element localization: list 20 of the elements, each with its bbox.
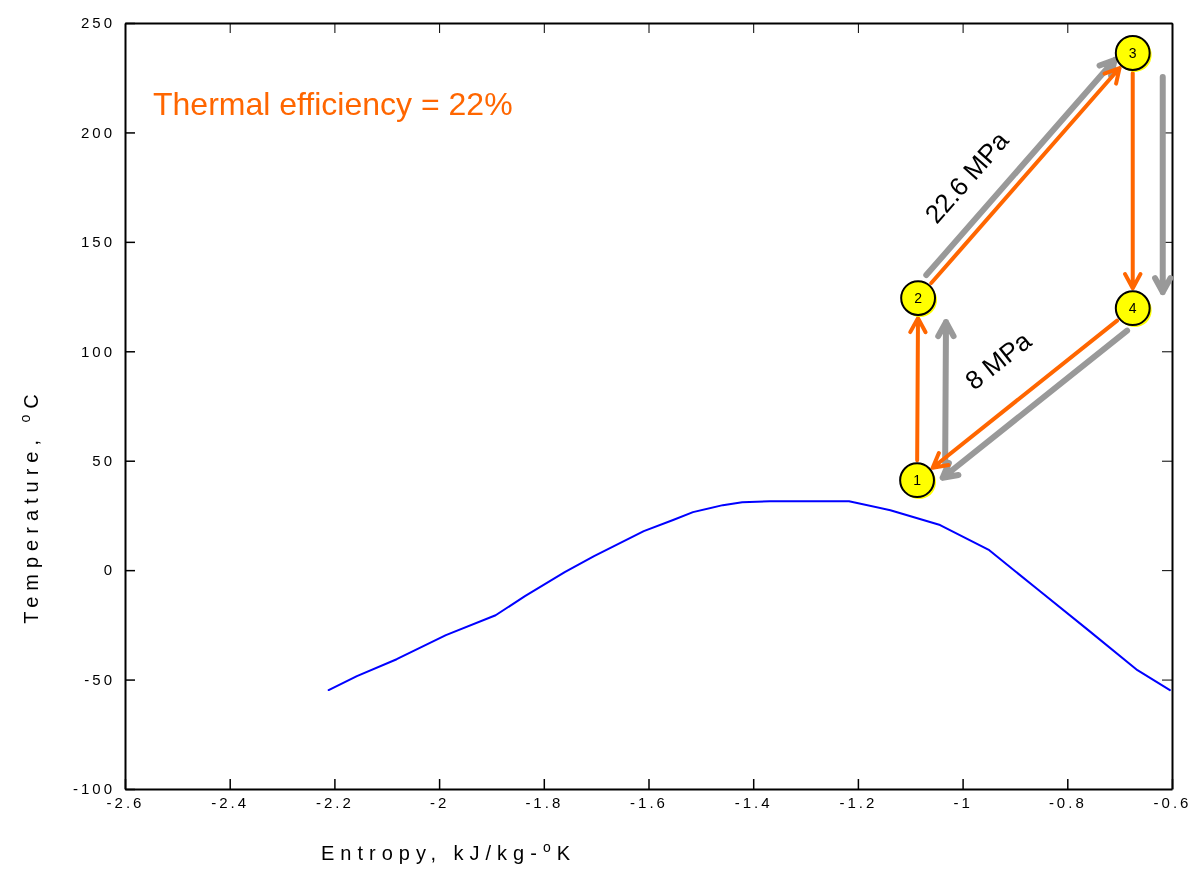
x-tick-label: -2.4 xyxy=(211,793,250,811)
y-tick-label: 0 xyxy=(103,561,115,579)
x-tick-label: -0.6 xyxy=(1153,793,1192,811)
y-tick-label: 150 xyxy=(80,233,115,251)
y-tick-label: -50 xyxy=(84,670,115,688)
x-tick-label: -1.8 xyxy=(525,793,564,811)
y-tick-label: 200 xyxy=(80,123,115,141)
annotation: Thermal efficiency = 22% xyxy=(153,86,513,122)
x-tick-label: -2.2 xyxy=(315,793,354,811)
x-tick-label: -1.6 xyxy=(630,793,668,811)
x-tick-label: -1.4 xyxy=(734,793,773,811)
y-tick-label: 50 xyxy=(92,452,115,470)
x-tick-label: -1.2 xyxy=(839,793,878,811)
x-tick-label: -2 xyxy=(429,793,450,811)
annotation: 8 MPa xyxy=(959,325,1038,396)
x-tick-label: -1 xyxy=(953,793,973,811)
x-tick-label: -0.8 xyxy=(1048,793,1087,811)
y-tick-label: 250 xyxy=(80,14,115,32)
x-axis-title: Entropy, kJ/kg-$^{o}$K xyxy=(320,839,577,864)
y-tick-label: 100 xyxy=(80,342,115,360)
